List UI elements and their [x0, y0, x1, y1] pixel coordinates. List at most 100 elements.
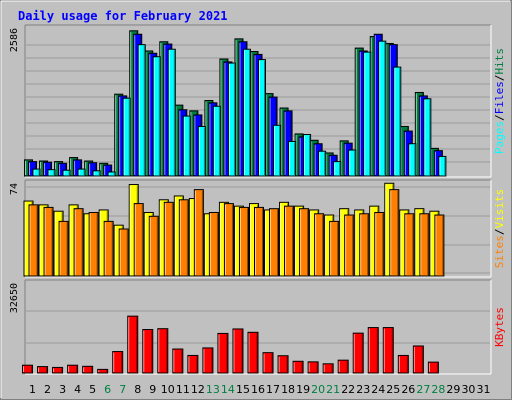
bar-body — [217, 332, 229, 374]
bar-body — [167, 48, 176, 177]
bar-body — [322, 363, 334, 374]
bar-kbytes-day-6 — [97, 368, 109, 374]
bar-kbytes-day-14 — [217, 332, 229, 374]
bar-pages-day-25 — [393, 66, 402, 177]
bar-kbytes-day-2 — [37, 366, 49, 374]
day-label-4: 4 — [74, 383, 81, 396]
bar-body — [382, 327, 394, 374]
bar-body — [107, 171, 116, 177]
bar-body — [32, 168, 41, 177]
bar-body — [344, 214, 355, 277]
legend-entry: / — [493, 75, 506, 82]
bar-pages-day-1 — [32, 168, 41, 177]
day-label-31: 31 — [476, 383, 490, 396]
bar-kbytes-day-23 — [352, 332, 364, 374]
bar-kbytes-day-16 — [247, 331, 259, 374]
day-label-23: 23 — [356, 383, 370, 396]
legend-entry: Sites — [493, 235, 506, 268]
series-kbytes — [22, 315, 439, 374]
bar-body — [423, 98, 432, 177]
bar-body — [142, 329, 154, 374]
bar-body — [163, 201, 174, 277]
bar-pages-day-23 — [363, 51, 372, 177]
day-label-8: 8 — [134, 383, 141, 396]
bar-body — [378, 40, 387, 177]
bar-sites-day-6 — [103, 220, 114, 277]
bar-body — [232, 328, 244, 374]
bar-body — [333, 161, 342, 177]
bar-body — [208, 211, 219, 277]
bar-body — [122, 97, 131, 177]
bar-pages-day-11 — [182, 115, 191, 177]
bar-body — [318, 150, 327, 177]
legend-entry: Files — [493, 81, 506, 114]
bar-body — [288, 140, 297, 177]
bar-pages-day-18 — [288, 140, 297, 177]
bar-body — [43, 206, 54, 277]
bar-pages-day-26 — [408, 143, 417, 177]
day-label-15: 15 — [236, 383, 250, 396]
bar-body — [152, 56, 161, 177]
bar-body — [97, 368, 109, 374]
bar-sites-day-23 — [359, 213, 370, 277]
bar-body — [269, 208, 280, 277]
bar-body — [88, 211, 99, 277]
bar-pages-day-24 — [378, 40, 387, 177]
day-label-14: 14 — [221, 383, 235, 396]
bar-body — [397, 354, 409, 374]
bar-kbytes-day-13 — [202, 347, 214, 374]
bar-body — [254, 206, 264, 277]
bar-kbytes-day-24 — [367, 327, 379, 374]
bar-body — [227, 62, 236, 177]
bar-body — [352, 332, 364, 374]
bar-kbytes-day-9 — [142, 329, 154, 374]
bar-body — [137, 44, 146, 177]
bar-pages-day-21 — [333, 161, 342, 177]
day-label-6: 6 — [104, 383, 111, 396]
bar-body — [197, 125, 206, 177]
bar-body — [299, 208, 310, 277]
bar-sites-day-13 — [208, 211, 219, 277]
bar-sites-day-28 — [434, 214, 445, 277]
day-label-24: 24 — [371, 383, 385, 396]
bar-body — [277, 355, 289, 374]
legend-entry: Pages — [493, 121, 506, 154]
bar-body — [187, 354, 199, 374]
day-axis-labels: 1 2 3 4 5 6 7 8 9 10 11 12 13 14 15 16 17 18 19 20 21 22 23 24 2… — [29, 383, 490, 396]
bar-sites-day-20 — [314, 213, 325, 277]
bar-sites-day-8 — [133, 203, 144, 277]
day-label-19: 19 — [296, 383, 310, 396]
bar-sites-day-5 — [88, 211, 99, 277]
bar-kbytes-day-5 — [82, 365, 94, 374]
bar-kbytes-day-3 — [52, 366, 64, 374]
bar-sites-day-22 — [344, 214, 355, 277]
bar-body — [157, 328, 169, 374]
bar-body — [363, 51, 372, 177]
day-label-29: 29 — [446, 383, 460, 396]
bar-sites-day-21 — [329, 220, 340, 277]
bar-pages-day-6 — [107, 171, 116, 177]
bar-body — [148, 215, 159, 277]
bar-kbytes-day-10 — [157, 328, 169, 374]
bar-kbytes-day-19 — [292, 360, 304, 374]
panel-bottom-legend: KBytes — [493, 307, 506, 347]
bar-body — [247, 331, 259, 374]
bar-body — [178, 199, 189, 277]
bar-body — [67, 364, 79, 374]
bar-kbytes-day-11 — [172, 348, 184, 374]
bar-sites-day-11 — [178, 199, 189, 277]
bar-kbytes-day-15 — [232, 328, 244, 374]
bar-body — [408, 143, 417, 177]
day-label-26: 26 — [401, 383, 415, 396]
bar-body — [438, 155, 447, 177]
bar-body — [223, 203, 234, 277]
bar-pages-day-22 — [348, 149, 357, 177]
bar-body — [242, 48, 251, 177]
legend-entry: / — [493, 229, 506, 236]
bar-body — [127, 315, 139, 374]
day-label-30: 30 — [461, 383, 475, 396]
bar-sites-day-2 — [43, 206, 54, 277]
bar-body — [212, 105, 221, 177]
